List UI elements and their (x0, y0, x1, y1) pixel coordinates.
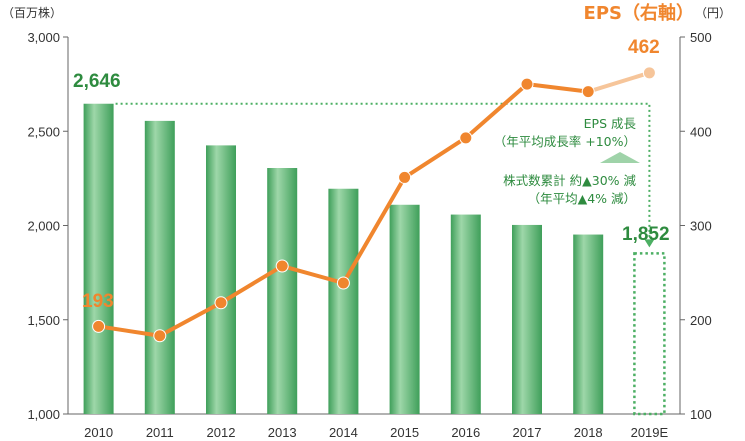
x-tick-label: 2011 (146, 425, 174, 440)
bar (267, 168, 298, 414)
eps-point (398, 170, 412, 184)
bar (573, 234, 604, 414)
right-tick-label: 200 (690, 313, 712, 328)
share-count-bars (83, 103, 666, 416)
left-axis-unit: （百万株） (2, 5, 62, 20)
right-tick-label: 500 (690, 30, 712, 45)
bracket-arrowhead (644, 239, 655, 248)
right-tick-label: 400 (690, 124, 712, 139)
reduction-bracket (115, 102, 655, 248)
eps-label-first: 193 (82, 291, 114, 312)
eps-growth-line-1: EPS 成長 (584, 116, 637, 131)
x-tick-label: 2012 (207, 425, 236, 440)
left-axis-ticks: 1,000 1,500 2,000 2,500 3,000 (27, 30, 68, 422)
share-reduction-annotation: 株式数累計 約▲30% 減 （年平均▲4% 減） (503, 173, 636, 206)
x-tick-label: 2015 (390, 425, 419, 440)
eps-line-projected (586, 70, 652, 94)
x-tick-label: 2014 (329, 425, 358, 440)
x-tick-label: 2010 (84, 425, 113, 440)
left-tick-label: 2,000 (27, 219, 60, 234)
x-tick-label: 2018 (574, 425, 603, 440)
bar (328, 188, 359, 414)
eps-point (275, 259, 289, 273)
left-tick-label: 3,000 (27, 30, 60, 45)
bar (144, 120, 175, 414)
bar-label-last: 1,852 (622, 224, 670, 245)
share-reduction-line-2: （年平均▲4% 減） (528, 191, 636, 206)
eps-axis-title: EPS（右軸） (584, 2, 694, 24)
eps-point (214, 296, 228, 310)
eps-point (336, 276, 350, 290)
eps-label-last: 462 (628, 37, 660, 58)
bar-projected (633, 252, 666, 416)
bracket-line (115, 102, 651, 244)
left-tick-label: 1,500 (27, 313, 60, 328)
eps-point (581, 85, 595, 99)
eps-point-projected (642, 66, 656, 80)
right-tick-label: 100 (690, 407, 712, 422)
eps-growth-line-2: （年平均成長率 +10%） (494, 134, 636, 149)
bar (450, 214, 481, 414)
bar (389, 204, 420, 414)
eps-growth-annotation: EPS 成長 （年平均成長率 +10%） (494, 116, 640, 163)
x-tick-label: 2016 (451, 425, 480, 440)
right-axis-ticks: 100 200 300 400 500 (680, 30, 712, 422)
eps-growth-arrow (600, 152, 640, 163)
x-axis-ticks: 2010 2011 2012 2013 2014 2015 2016 2017 2018 2019… (84, 425, 668, 440)
right-tick-label: 300 (690, 219, 712, 234)
eps-line (92, 66, 656, 343)
eps-point (153, 329, 167, 343)
x-tick-label: 2017 (513, 425, 542, 440)
eps-point (520, 77, 534, 91)
share-reduction-line-1: 株式数累計 約▲30% 減 (503, 173, 636, 188)
eps-point (459, 131, 473, 145)
bar (206, 145, 236, 414)
left-tick-label: 1,000 (27, 407, 60, 422)
right-axis-unit: （円） (695, 6, 731, 20)
eps-point (92, 319, 106, 333)
x-tick-label: 2013 (268, 425, 297, 440)
bar (83, 103, 114, 414)
left-tick-label: 2,500 (27, 124, 60, 139)
x-tick-label: 2019E (631, 425, 669, 440)
bar (512, 224, 542, 414)
bar-label-first: 2,646 (73, 71, 121, 92)
